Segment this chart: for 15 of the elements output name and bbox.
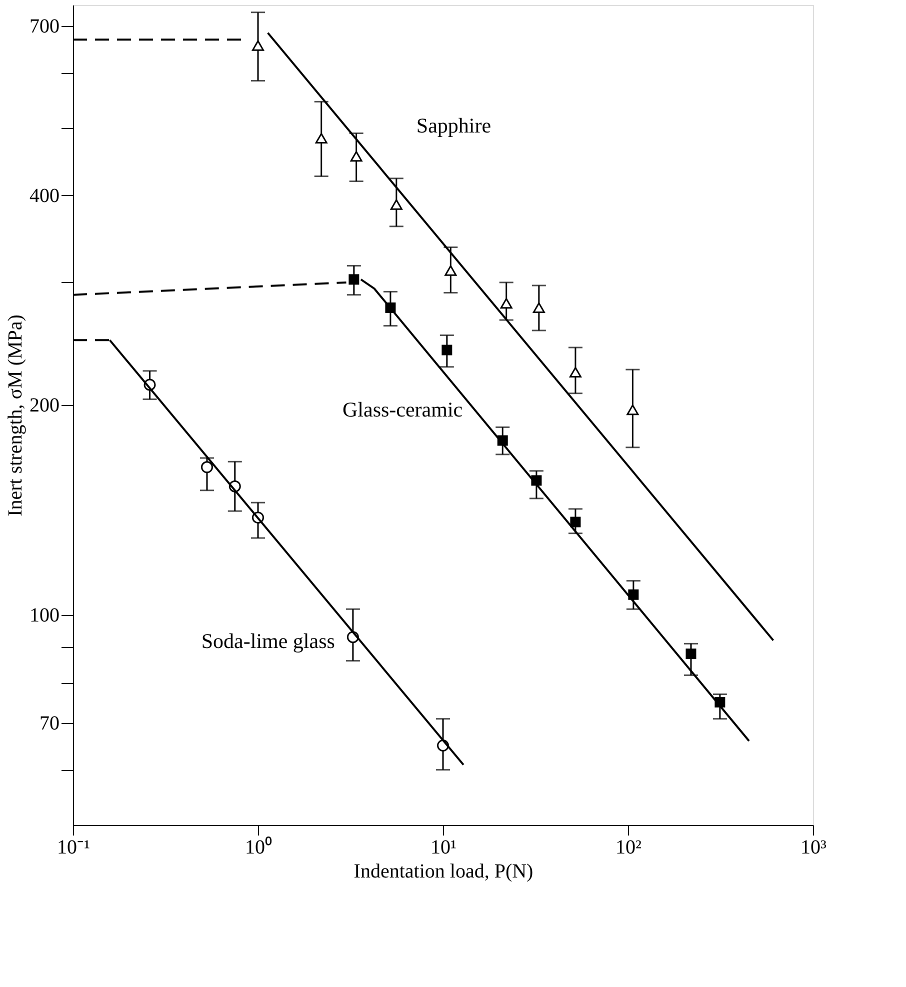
y-tick-label: 200 (30, 394, 60, 417)
x-tick-label: 10³ (800, 836, 826, 858)
y-tick-label: 70 (40, 712, 60, 735)
text: Sapphire (416, 114, 492, 138)
y-tick-label: 100 (30, 604, 60, 627)
series-label: Soda-lime glass (201, 629, 335, 654)
y-tick-label: 700 (30, 15, 60, 38)
x-tick-label: 10¹ (430, 836, 456, 858)
x-tick-label: 10² (616, 836, 642, 858)
x-axis-title: Indentation load, P(N) (354, 860, 534, 882)
series-label: Glass-ceramic (342, 398, 463, 422)
x-tick-label: 10⁻¹ (57, 836, 90, 858)
x-tick-label: 10⁰ (245, 836, 272, 858)
y-axis-title: Inert strength, σM (MPa) (4, 314, 26, 516)
y-tick-label: 400 (30, 184, 60, 207)
